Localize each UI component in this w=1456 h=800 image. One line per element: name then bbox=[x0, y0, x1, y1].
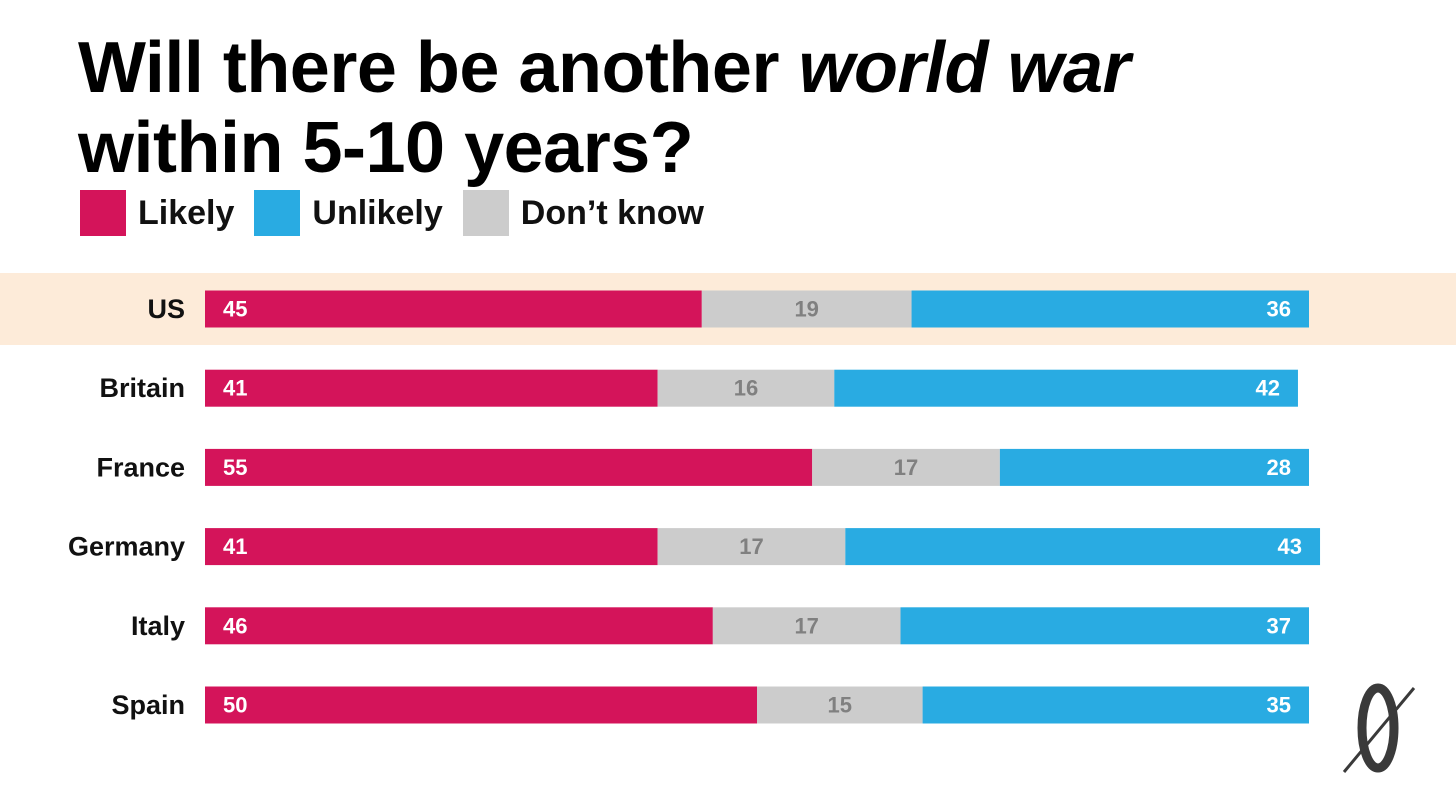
category-label-france: France bbox=[96, 452, 185, 482]
legend-swatch-likely bbox=[80, 190, 126, 236]
legend-item-dont-know: Don’t know bbox=[462, 190, 704, 236]
bar-unlikely-us bbox=[911, 290, 1309, 328]
title-emphasis: world war bbox=[798, 28, 1131, 108]
legend-item-unlikely: Unlikely bbox=[254, 190, 443, 236]
bar-unlikely-germany bbox=[845, 528, 1321, 566]
legend-label-unlikely: Unlikely bbox=[312, 193, 443, 232]
category-label-italy: Italy bbox=[131, 611, 185, 641]
data-label-unlikely-france: 28 bbox=[1267, 455, 1291, 480]
bar-likely-germany bbox=[205, 528, 658, 566]
bar-likely-us bbox=[205, 290, 702, 328]
legend: Likely Unlikely Don’t know bbox=[80, 190, 724, 236]
category-label-us: US bbox=[147, 294, 185, 324]
data-label-dont-know-germany: 17 bbox=[739, 534, 763, 559]
data-label-dont-know-france: 17 bbox=[894, 455, 918, 480]
bar-unlikely-britain bbox=[834, 369, 1298, 407]
bar-dont-know-france bbox=[812, 448, 1000, 486]
bar-likely-spain bbox=[205, 686, 757, 724]
bar-dont-know-italy bbox=[712, 607, 901, 645]
bar-dont-know-spain bbox=[757, 686, 923, 724]
slashed-zero-logo-icon bbox=[1342, 683, 1416, 773]
data-label-dont-know-spain: 15 bbox=[828, 693, 852, 718]
legend-label-dont-know: Don’t know bbox=[520, 193, 704, 232]
legend-label-likely: Likely bbox=[138, 193, 235, 232]
data-label-unlikely-us: 36 bbox=[1267, 297, 1291, 322]
bar-likely-france bbox=[205, 448, 813, 486]
data-label-likely-france: 55 bbox=[223, 455, 247, 480]
category-label-germany: Germany bbox=[68, 532, 185, 562]
title-line1-prefix: Will there be another bbox=[78, 28, 799, 108]
bar-likely-italy bbox=[205, 607, 713, 645]
bar-unlikely-france bbox=[999, 448, 1309, 486]
data-label-dont-know-britain: 16 bbox=[734, 376, 758, 401]
data-label-likely-us: 45 bbox=[223, 297, 247, 322]
data-label-likely-britain: 41 bbox=[223, 376, 247, 401]
title-line2: within 5-10 years? bbox=[78, 108, 694, 188]
data-label-dont-know-italy: 17 bbox=[794, 613, 818, 638]
data-label-dont-know-us: 19 bbox=[794, 297, 818, 322]
bar-dont-know-germany bbox=[657, 528, 846, 566]
data-label-unlikely-spain: 35 bbox=[1267, 693, 1291, 718]
bar-likely-britain bbox=[205, 369, 658, 407]
bar-dont-know-britain bbox=[657, 369, 835, 407]
legend-swatch-unlikely bbox=[254, 190, 301, 236]
data-label-unlikely-britain: 42 bbox=[1255, 376, 1279, 401]
data-label-likely-spain: 50 bbox=[223, 693, 247, 718]
data-label-unlikely-germany: 43 bbox=[1278, 534, 1302, 559]
legend-item-likely: Likely bbox=[80, 190, 234, 236]
bar-unlikely-italy bbox=[900, 607, 1309, 645]
data-label-unlikely-italy: 37 bbox=[1267, 613, 1291, 638]
bar-dont-know-us bbox=[701, 290, 912, 328]
legend-swatch-dont-know bbox=[462, 190, 509, 236]
data-label-likely-germany: 41 bbox=[223, 534, 247, 559]
category-label-spain: Spain bbox=[111, 690, 185, 720]
category-label-britain: Britain bbox=[99, 373, 185, 403]
chart-title: Will there be another world war within 5… bbox=[78, 28, 1131, 188]
data-label-likely-italy: 46 bbox=[223, 613, 247, 638]
bar-unlikely-spain bbox=[922, 686, 1309, 724]
